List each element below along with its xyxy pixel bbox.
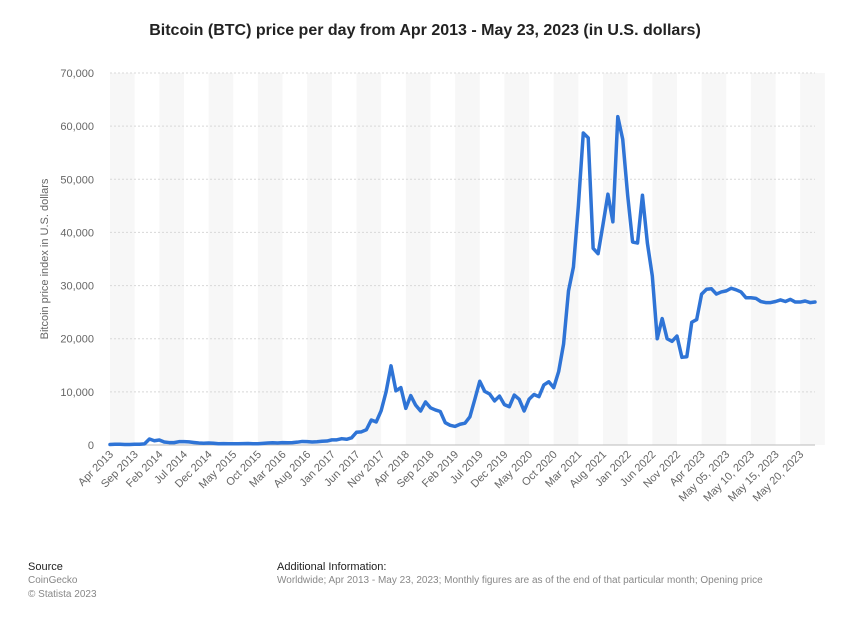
info-heading: Additional Information: [277,561,386,573]
band [603,73,628,445]
y-tick-label: 30,000 [60,281,94,293]
band [800,73,825,445]
band [159,73,184,445]
source-heading: Source [28,561,63,573]
band [208,73,234,445]
band [110,73,135,445]
y-tick-label: 0 [88,440,94,452]
band [356,73,382,445]
y-tick-label: 10,000 [60,387,94,399]
band [750,73,776,445]
y-tick-label: 40,000 [60,227,94,239]
price-line [108,114,817,447]
y-tick-label: 50,000 [60,174,94,186]
band [455,73,480,445]
band [504,73,530,445]
y-tick-label: 20,000 [60,334,94,346]
band [307,73,332,445]
chart-title: Bitcoin (BTC) price per day from Apr 201… [149,22,701,39]
copyright: © Statista 2023 [28,589,97,600]
y-tick-label: 60,000 [60,121,94,133]
band [257,73,283,445]
info: Worldwide; Apr 2013 - May 23, 2023; Mont… [277,575,763,586]
source: CoinGecko [28,575,78,586]
y-tick-label: 70,000 [60,68,94,80]
band [652,73,677,445]
band [405,73,431,445]
y-axis-label: Bitcoin price index in U.S. dollars [39,178,51,339]
band [701,73,727,445]
